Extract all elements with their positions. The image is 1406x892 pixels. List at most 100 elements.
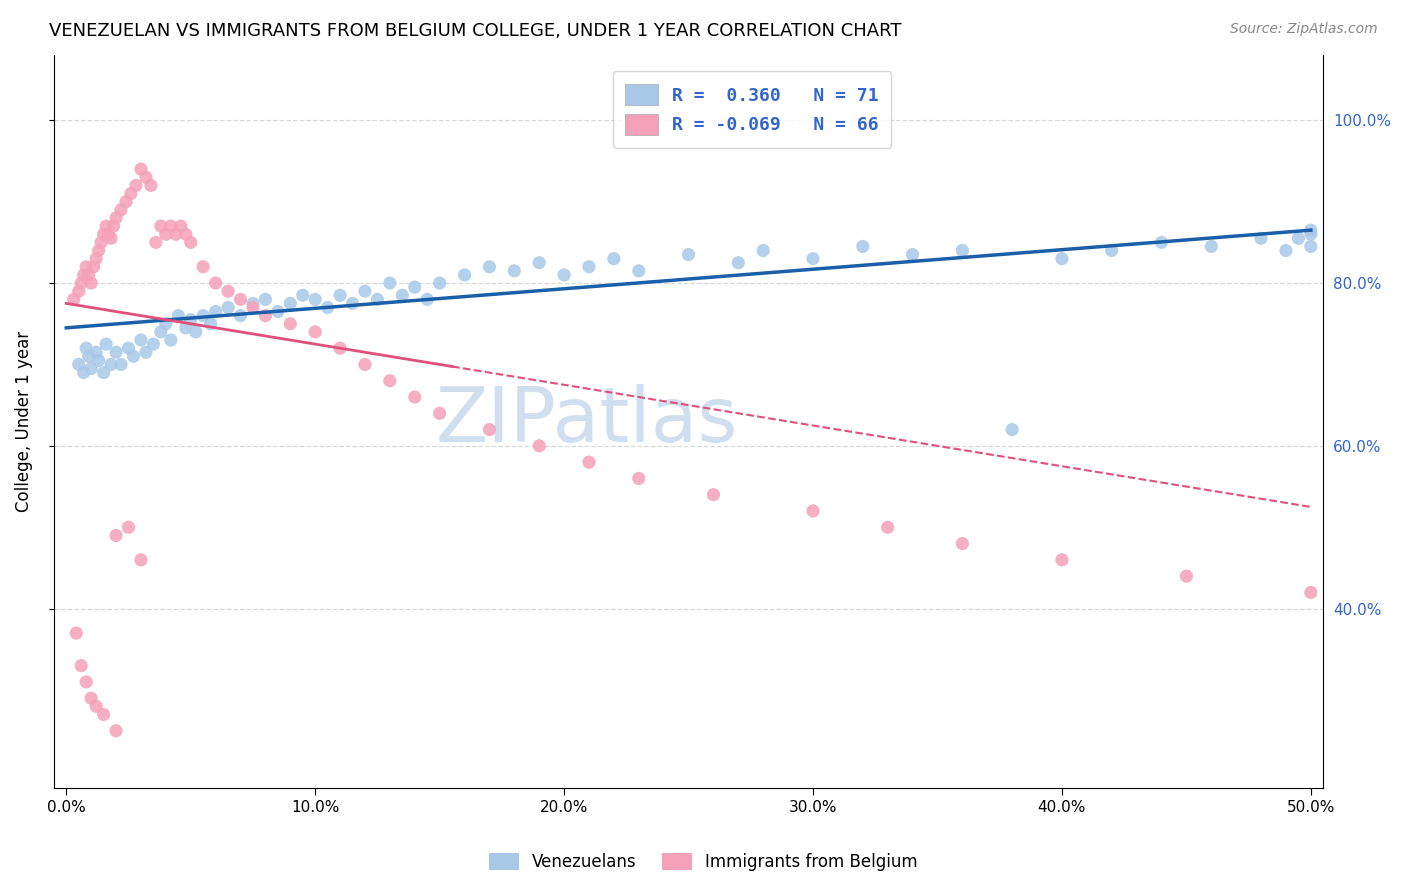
Point — [1050, 553, 1073, 567]
Point — [291, 288, 314, 302]
Point — [1150, 235, 1173, 250]
Point — [1299, 239, 1322, 253]
Point — [503, 264, 526, 278]
Point — [254, 293, 277, 307]
Point — [950, 244, 973, 258]
Point — [378, 374, 401, 388]
Point — [329, 288, 352, 302]
Point — [553, 268, 575, 282]
Point — [1299, 227, 1322, 242]
Point — [149, 219, 172, 233]
Point — [354, 358, 377, 372]
Point — [1050, 252, 1073, 266]
Point — [84, 345, 107, 359]
Point — [204, 304, 226, 318]
Point — [193, 309, 215, 323]
Point — [105, 345, 128, 359]
Point — [97, 227, 120, 242]
Legend: R =  0.360   N = 71, R = -0.069   N = 66: R = 0.360 N = 71, R = -0.069 N = 66 — [613, 71, 891, 147]
Text: ZIPatlas: ZIPatlas — [436, 384, 738, 458]
Point — [87, 244, 110, 258]
Point — [75, 260, 97, 274]
Point — [93, 366, 115, 380]
Point — [110, 202, 132, 217]
Point — [217, 301, 239, 315]
Point — [416, 293, 439, 307]
Point — [62, 293, 84, 307]
Point — [278, 296, 301, 310]
Point — [391, 288, 413, 302]
Point — [242, 301, 264, 315]
Point — [342, 296, 364, 310]
Point — [170, 219, 193, 233]
Point — [77, 349, 100, 363]
Point — [429, 276, 451, 290]
Point — [117, 520, 139, 534]
Text: Source: ZipAtlas.com: Source: ZipAtlas.com — [1230, 22, 1378, 37]
Point — [105, 211, 128, 225]
Point — [200, 317, 222, 331]
Point — [94, 219, 117, 233]
Point — [100, 231, 122, 245]
Point — [404, 390, 426, 404]
Point — [139, 178, 162, 193]
Point — [149, 325, 172, 339]
Point — [950, 536, 973, 550]
Point — [1175, 569, 1198, 583]
Point — [1101, 244, 1123, 258]
Point — [100, 358, 122, 372]
Point — [278, 317, 301, 331]
Point — [1250, 231, 1272, 245]
Point — [354, 284, 377, 298]
Point — [429, 406, 451, 420]
Point — [80, 361, 103, 376]
Point — [329, 341, 352, 355]
Point — [94, 337, 117, 351]
Point — [165, 227, 187, 242]
Point — [75, 674, 97, 689]
Point — [75, 341, 97, 355]
Point — [103, 219, 125, 233]
Point — [77, 268, 100, 282]
Point — [378, 276, 401, 290]
Point — [578, 455, 600, 469]
Point — [167, 309, 190, 323]
Point — [80, 691, 103, 706]
Point — [1299, 223, 1322, 237]
Point — [180, 235, 202, 250]
Point — [129, 553, 152, 567]
Point — [242, 296, 264, 310]
Point — [1001, 423, 1024, 437]
Point — [110, 358, 132, 372]
Point — [142, 337, 165, 351]
Point — [627, 471, 650, 485]
Point — [217, 284, 239, 298]
Point — [70, 276, 93, 290]
Point — [304, 325, 326, 339]
Point — [627, 264, 650, 278]
Point — [366, 293, 388, 307]
Point — [70, 658, 93, 673]
Point — [1275, 244, 1298, 258]
Point — [83, 260, 105, 274]
Point — [80, 276, 103, 290]
Point — [93, 227, 115, 242]
Y-axis label: College, Under 1 year: College, Under 1 year — [15, 331, 32, 512]
Point — [603, 252, 626, 266]
Point — [801, 504, 824, 518]
Point — [125, 178, 148, 193]
Point — [73, 268, 96, 282]
Point — [129, 333, 152, 347]
Point — [67, 358, 90, 372]
Point — [1286, 231, 1309, 245]
Point — [65, 626, 87, 640]
Point — [129, 162, 152, 177]
Point — [120, 186, 142, 201]
Point — [180, 312, 202, 326]
Point — [87, 353, 110, 368]
Point — [453, 268, 475, 282]
Point — [145, 235, 167, 250]
Point — [159, 219, 181, 233]
Legend: Venezuelans, Immigrants from Belgium: Venezuelans, Immigrants from Belgium — [481, 845, 925, 880]
Point — [304, 293, 326, 307]
